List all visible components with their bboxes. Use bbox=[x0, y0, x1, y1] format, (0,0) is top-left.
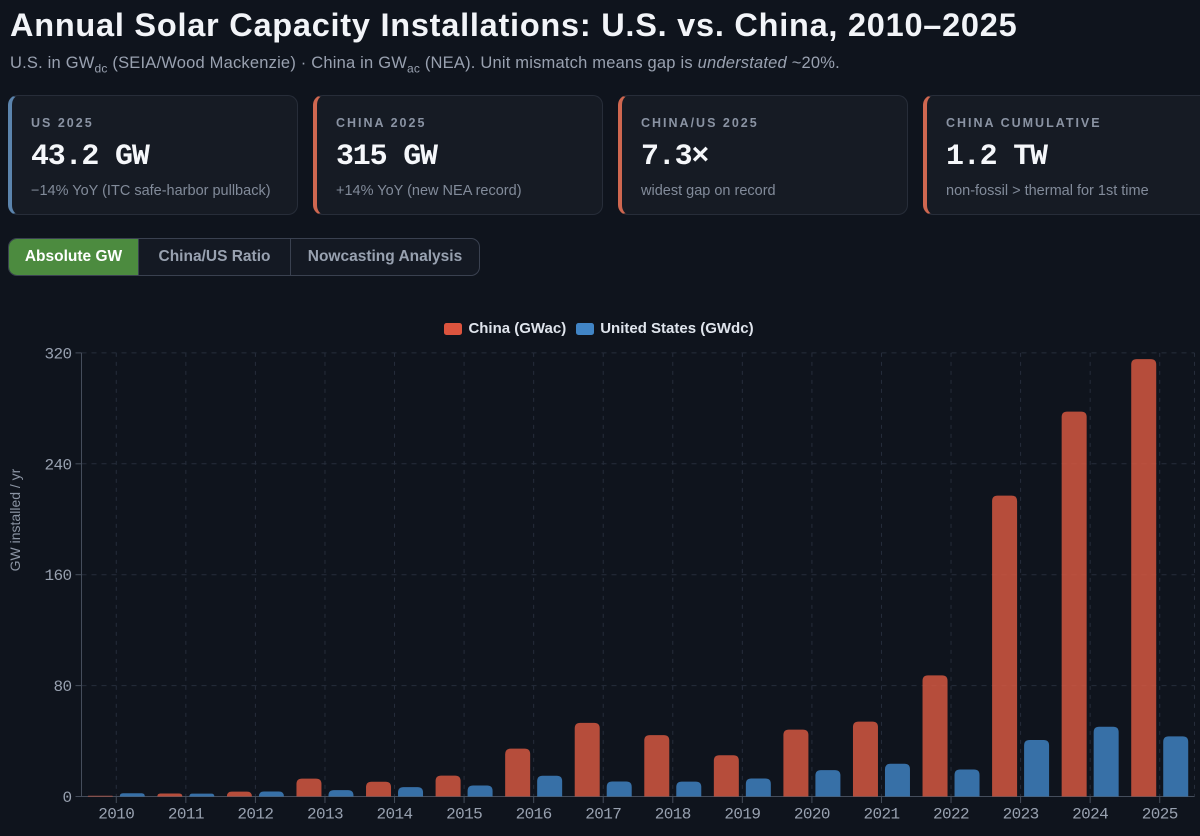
svg-text:2015: 2015 bbox=[446, 806, 482, 824]
svg-text:160: 160 bbox=[44, 567, 71, 585]
svg-text:2017: 2017 bbox=[585, 806, 621, 824]
svg-text:2020: 2020 bbox=[794, 806, 830, 824]
svg-text:2019: 2019 bbox=[724, 806, 760, 824]
svg-text:2021: 2021 bbox=[863, 806, 899, 824]
svg-text:2022: 2022 bbox=[933, 806, 969, 824]
svg-text:240: 240 bbox=[44, 456, 71, 474]
svg-text:2024: 2024 bbox=[1072, 806, 1108, 824]
svg-text:GW installed / yr: GW installed / yr bbox=[7, 468, 23, 571]
svg-text:2013: 2013 bbox=[307, 806, 343, 824]
svg-text:320: 320 bbox=[44, 345, 71, 363]
svg-text:2014: 2014 bbox=[377, 806, 413, 824]
svg-text:2025: 2025 bbox=[1142, 806, 1178, 824]
svg-text:0: 0 bbox=[62, 789, 71, 807]
svg-text:2023: 2023 bbox=[1003, 806, 1039, 824]
svg-text:2011: 2011 bbox=[168, 806, 204, 824]
svg-text:2010: 2010 bbox=[98, 806, 134, 824]
svg-text:2016: 2016 bbox=[516, 806, 552, 824]
svg-text:80: 80 bbox=[53, 678, 71, 696]
svg-text:2018: 2018 bbox=[655, 806, 691, 824]
svg-text:2012: 2012 bbox=[237, 806, 273, 824]
